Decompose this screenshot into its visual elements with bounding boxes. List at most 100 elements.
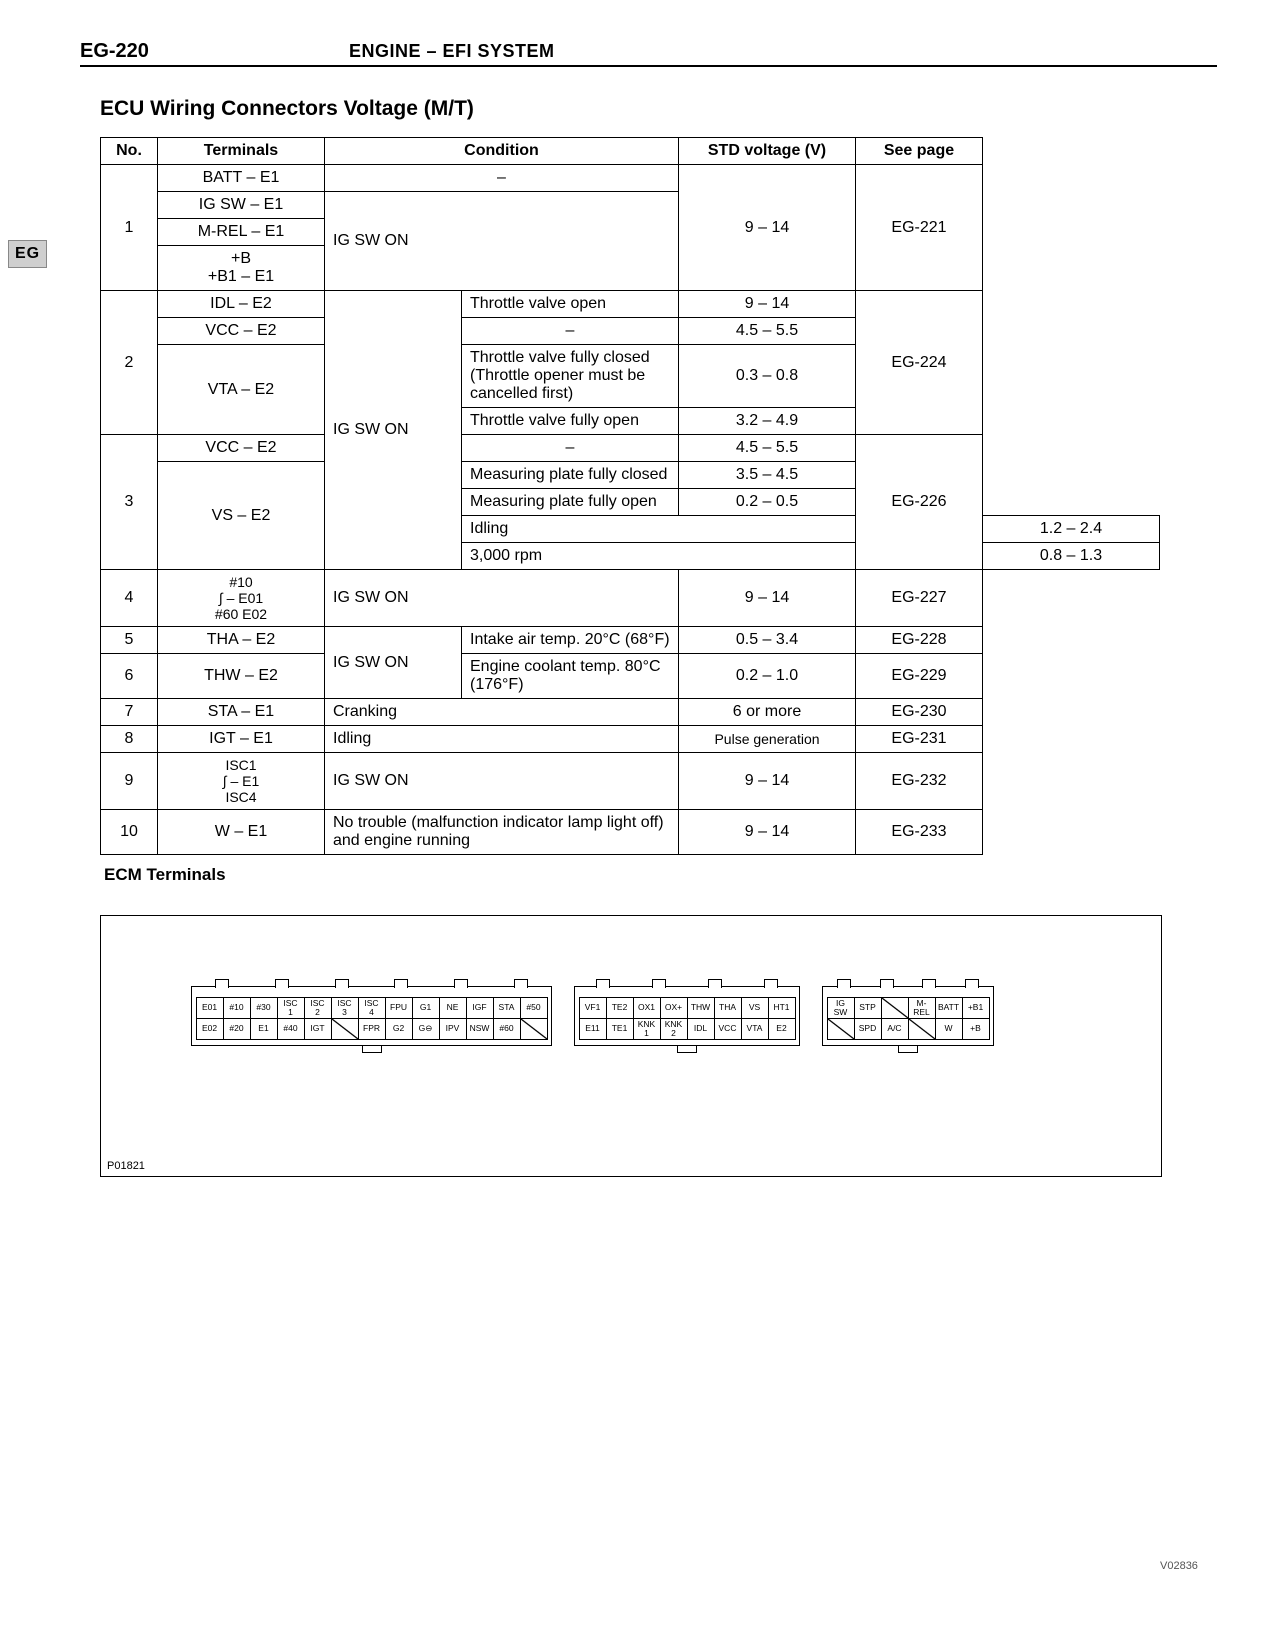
pin: IPV — [439, 1018, 467, 1040]
col-no: No. — [101, 138, 158, 165]
page-header: EG-220 ENGINE – EFI SYSTEM — [80, 40, 1217, 67]
cell-volt: 0.5 – 3.4 — [679, 627, 856, 654]
pin: A/C — [881, 1018, 909, 1040]
cell-term: VCC – E2 — [158, 318, 325, 345]
pin: E1 — [250, 1018, 278, 1040]
cell-volt: 0.2 – 0.5 — [679, 489, 856, 516]
cell-volt: 4.5 – 5.5 — [679, 435, 856, 462]
cell-volt: 9 – 14 — [679, 810, 856, 855]
cell-volt: 0.3 – 0.8 — [679, 345, 856, 408]
cell-term: M-REL – E1 — [158, 219, 325, 246]
cell-term: #10 ∫ – E01 #60 E02 — [158, 570, 325, 627]
pin — [331, 1018, 359, 1040]
cell-volt: 6 or more — [679, 699, 856, 726]
pin: E11 — [579, 1018, 607, 1040]
cell-volt: 9 – 14 — [679, 570, 856, 627]
cell-term: +B +B1 – E1 — [158, 246, 325, 291]
pin: #40 — [277, 1018, 305, 1040]
col-cond: Condition — [325, 138, 679, 165]
pin: BATT — [935, 997, 963, 1019]
pin: ISC 2 — [304, 997, 332, 1019]
cell-volt: 9 – 14 — [679, 291, 856, 318]
col-page: See page — [856, 138, 983, 165]
pin: E2 — [768, 1018, 796, 1040]
pin: #10 — [223, 997, 251, 1019]
pin: M- REL — [908, 997, 936, 1019]
table-row: 8 IGT – E1 Idling Pulse generation EG-23… — [101, 726, 1160, 753]
cell-no: 3 — [101, 435, 158, 570]
side-tab: EG — [8, 240, 47, 268]
cell-cond-b: Engine coolant temp. 80°C (176°F) — [462, 654, 679, 699]
pin: NE — [439, 997, 467, 1019]
pin: FPR — [358, 1018, 386, 1040]
pin — [827, 1018, 855, 1040]
cell-no: 10 — [101, 810, 158, 855]
cell-volt: 9 – 14 — [679, 753, 856, 810]
cell-cond-a: IG SW ON — [325, 627, 462, 699]
cell-term: W – E1 — [158, 810, 325, 855]
table-row: VCC – E2 – 4.5 – 5.5 — [101, 318, 1160, 345]
table-row: 9 ISC1 ∫ – E1 ISC4 IG SW ON 9 – 14 EG-23… — [101, 753, 1160, 810]
pin: W — [935, 1018, 963, 1040]
cell-cond: – — [325, 165, 679, 192]
cell-volt: 0.8 – 1.3 — [983, 543, 1160, 570]
pin: NSW — [466, 1018, 494, 1040]
pin: VF1 — [579, 997, 607, 1019]
cell-no: 5 — [101, 627, 158, 654]
cell-no: 9 — [101, 753, 158, 810]
pin: HT1 — [768, 997, 796, 1019]
cell-cond: 3,000 rpm — [462, 543, 856, 570]
cell-cond: Idling — [325, 726, 679, 753]
cell-volt: 3.2 – 4.9 — [679, 408, 856, 435]
cell-volt: Pulse generation — [679, 726, 856, 753]
cell-cond: Idling — [462, 516, 856, 543]
pin — [520, 1018, 548, 1040]
cell-term: THA – E2 — [158, 627, 325, 654]
table-row: 7 STA – E1 Cranking 6 or more EG-230 — [101, 699, 1160, 726]
col-term: Terminals — [158, 138, 325, 165]
cell-term: IDL – E2 — [158, 291, 325, 318]
pin: TE1 — [606, 1018, 634, 1040]
pin: #30 — [250, 997, 278, 1019]
pin: OX1 — [633, 997, 661, 1019]
pin: IGF — [466, 997, 494, 1019]
cell-term: IGT – E1 — [158, 726, 325, 753]
cell-volt: 4.5 – 5.5 — [679, 318, 856, 345]
pin: +B — [962, 1018, 990, 1040]
pin: IGT — [304, 1018, 332, 1040]
pin: G1 — [412, 997, 440, 1019]
cell-cond: IG SW ON — [325, 753, 679, 810]
pin: G2 — [385, 1018, 413, 1040]
pin: VTA — [741, 1018, 769, 1040]
cell-no: 4 — [101, 570, 158, 627]
table-row: 5 THA – E2 IG SW ON Intake air temp. 20°… — [101, 627, 1160, 654]
cell-cond: IG SW ON — [325, 570, 679, 627]
cell-volt: 1.2 – 2.4 — [983, 516, 1160, 543]
cell-page: EG-227 — [856, 570, 983, 627]
cell-page: EG-224 — [856, 291, 983, 435]
cell-page: EG-221 — [856, 165, 983, 291]
footer-code: V02836 — [1160, 1560, 1198, 1572]
cell-term: BATT – E1 — [158, 165, 325, 192]
pin: STP — [854, 997, 882, 1019]
cell-cond: No trouble (malfunction indicator lamp l… — [325, 810, 679, 855]
table-row: VS – E2 Measuring plate fully closed 3.5… — [101, 462, 1160, 489]
cell-page: EG-231 — [856, 726, 983, 753]
table-row: VTA – E2 Throttle valve fully closed (Th… — [101, 345, 1160, 408]
cell-cond-b: – — [462, 435, 679, 462]
page-code: EG-220 — [80, 40, 149, 63]
cell-no: 2 — [101, 291, 158, 435]
pin: #20 — [223, 1018, 251, 1040]
header-title: ENGINE – EFI SYSTEM — [349, 41, 555, 62]
cell-page: EG-229 — [856, 654, 983, 699]
cell-no: 8 — [101, 726, 158, 753]
pin: +B1 — [962, 997, 990, 1019]
cell-volt: 3.5 – 4.5 — [679, 462, 856, 489]
table-row: 6 THW – E2 Engine coolant temp. 80°C (17… — [101, 654, 1160, 699]
cell-cond-b: Measuring plate fully open — [462, 489, 679, 516]
pin: ISC 4 — [358, 997, 386, 1019]
pin: VS — [741, 997, 769, 1019]
cell-term: VCC – E2 — [158, 435, 325, 462]
pin: ISC 3 — [331, 997, 359, 1019]
section-title: ECU Wiring Connectors Voltage (M/T) — [100, 97, 1217, 121]
